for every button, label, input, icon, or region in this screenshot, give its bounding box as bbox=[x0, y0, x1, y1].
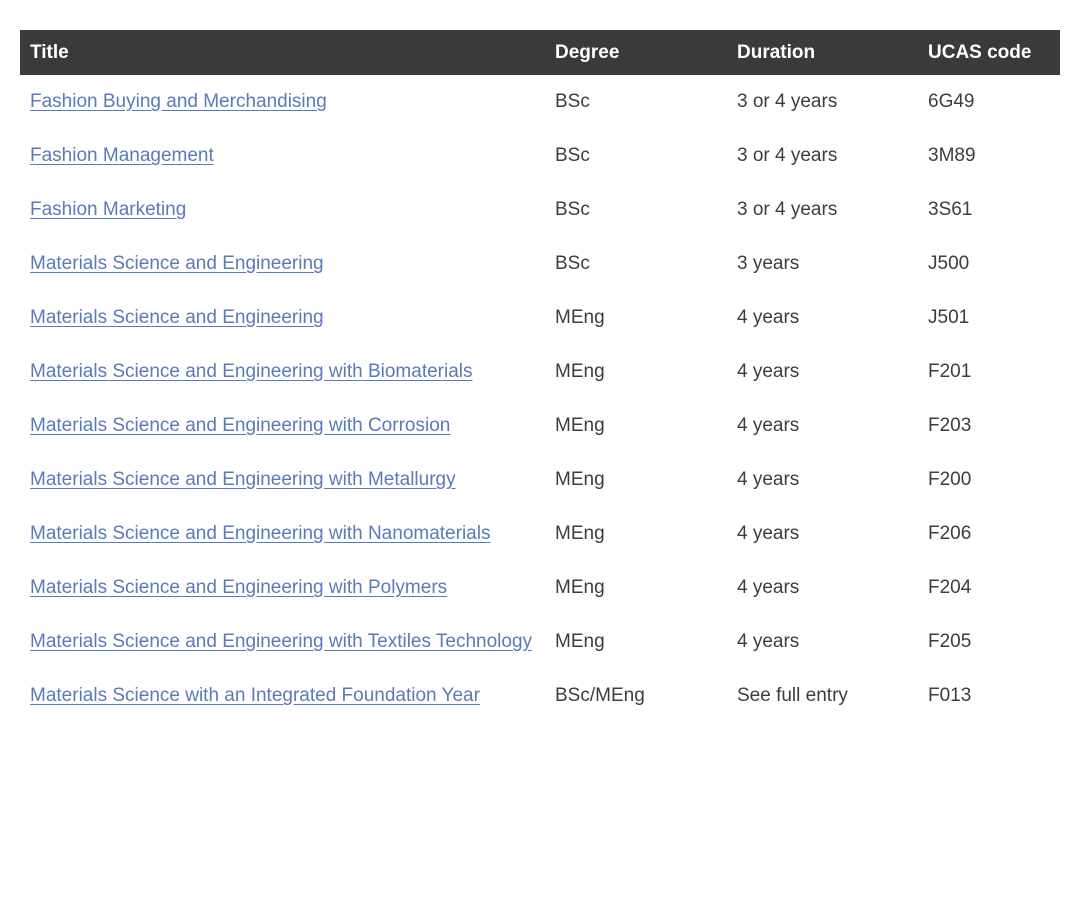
duration-cell: See full entry bbox=[737, 685, 848, 706]
duration-cell: 4 years bbox=[737, 307, 800, 328]
table-row: Materials Science and Engineering with P… bbox=[20, 561, 1060, 615]
degree-cell: MEng bbox=[555, 361, 605, 382]
degree-cell: MEng bbox=[555, 631, 605, 652]
duration-cell: 4 years bbox=[737, 631, 800, 652]
ucas-code-cell: 3S61 bbox=[928, 199, 973, 220]
table-body: Fashion Buying and Merchandising BSc 3 o… bbox=[20, 75, 1060, 723]
course-title-link[interactable]: Fashion Buying and Merchandising bbox=[30, 91, 327, 112]
course-list-table: Title Degree Duration UCAS code Fashion … bbox=[20, 30, 1060, 723]
course-title-cell: Materials Science and Engineering with M… bbox=[20, 453, 545, 507]
table-row: Materials Science and Engineering BSc 3 … bbox=[20, 237, 1060, 291]
degree-cell: MEng bbox=[555, 415, 605, 436]
course-title-cell: Materials Science and Engineering with T… bbox=[20, 615, 545, 669]
column-header-title: Title bbox=[20, 30, 545, 75]
ucas-code-cell: F201 bbox=[928, 361, 972, 382]
ucas-code-cell: J500 bbox=[928, 253, 970, 274]
course-title-cell: Materials Science and Engineering with N… bbox=[20, 507, 545, 561]
table-row: Materials Science and Engineering with M… bbox=[20, 453, 1060, 507]
course-title-cell: Materials Science with an Integrated Fou… bbox=[20, 669, 545, 723]
table-row: Fashion Marketing BSc 3 or 4 years 3S61 bbox=[20, 183, 1060, 237]
ucas-code-cell: F205 bbox=[928, 631, 972, 652]
table-row: Materials Science and Engineering with C… bbox=[20, 399, 1060, 453]
header-row: Title Degree Duration UCAS code bbox=[20, 30, 1060, 75]
course-title-link[interactable]: Materials Science and Engineering bbox=[30, 253, 324, 274]
course-title-cell: Fashion Marketing bbox=[20, 183, 545, 237]
degree-cell: BSc bbox=[555, 253, 590, 274]
course-title-link[interactable]: Materials Science and Engineering with M… bbox=[30, 469, 456, 490]
table-row: Materials Science and Engineering with N… bbox=[20, 507, 1060, 561]
duration-cell: 4 years bbox=[737, 523, 800, 544]
ucas-code-cell: F206 bbox=[928, 523, 972, 544]
table-row: Fashion Management BSc 3 or 4 years 3M89 bbox=[20, 129, 1060, 183]
course-title-link[interactable]: Materials Science with an Integrated Fou… bbox=[30, 685, 480, 706]
course-title-link[interactable]: Materials Science and Engineering with N… bbox=[30, 523, 491, 544]
column-header-degree: Degree bbox=[545, 30, 727, 75]
ucas-code-cell: 6G49 bbox=[928, 91, 975, 112]
course-title-link[interactable]: Materials Science and Engineering with T… bbox=[30, 631, 533, 652]
duration-cell: 3 or 4 years bbox=[737, 145, 838, 166]
course-title-cell: Materials Science and Engineering with P… bbox=[20, 561, 545, 615]
course-title-link[interactable]: Materials Science and Engineering bbox=[30, 307, 324, 328]
table-row: Materials Science with an Integrated Fou… bbox=[20, 669, 1060, 723]
ucas-code-cell: J501 bbox=[928, 307, 970, 328]
course-title-link[interactable]: Fashion Marketing bbox=[30, 199, 187, 220]
course-title-cell: Materials Science and Engineering bbox=[20, 237, 545, 291]
ucas-code-cell: F204 bbox=[928, 577, 972, 598]
ucas-code-cell: F013 bbox=[928, 685, 972, 706]
course-title-cell: Fashion Buying and Merchandising bbox=[20, 75, 545, 129]
duration-cell: 3 years bbox=[737, 253, 800, 274]
degree-cell: BSc/MEng bbox=[555, 685, 645, 706]
duration-cell: 4 years bbox=[737, 415, 800, 436]
degree-cell: MEng bbox=[555, 307, 605, 328]
degree-cell: MEng bbox=[555, 469, 605, 490]
column-header-ucas-code: UCAS code bbox=[918, 30, 1060, 75]
ucas-code-cell: 3M89 bbox=[928, 145, 976, 166]
degree-cell: BSc bbox=[555, 199, 590, 220]
course-title-cell: Materials Science and Engineering with B… bbox=[20, 345, 545, 399]
course-title-cell: Materials Science and Engineering with C… bbox=[20, 399, 545, 453]
duration-cell: 3 or 4 years bbox=[737, 199, 838, 220]
table-row: Materials Science and Engineering with T… bbox=[20, 615, 1060, 669]
table-row: Fashion Buying and Merchandising BSc 3 o… bbox=[20, 75, 1060, 129]
duration-cell: 4 years bbox=[737, 361, 800, 382]
degree-cell: MEng bbox=[555, 523, 605, 544]
course-title-cell: Materials Science and Engineering bbox=[20, 291, 545, 345]
degree-cell: BSc bbox=[555, 145, 590, 166]
degree-cell: MEng bbox=[555, 577, 605, 598]
ucas-code-cell: F200 bbox=[928, 469, 972, 490]
duration-cell: 4 years bbox=[737, 577, 800, 598]
course-title-link[interactable]: Materials Science and Engineering with B… bbox=[30, 361, 473, 382]
duration-cell: 3 or 4 years bbox=[737, 91, 838, 112]
table-header: Title Degree Duration UCAS code bbox=[20, 30, 1060, 75]
column-header-duration: Duration bbox=[727, 30, 918, 75]
course-title-link[interactable]: Materials Science and Engineering with P… bbox=[30, 577, 448, 598]
course-title-link[interactable]: Materials Science and Engineering with C… bbox=[30, 415, 451, 436]
ucas-code-cell: F203 bbox=[928, 415, 972, 436]
course-title-link[interactable]: Fashion Management bbox=[30, 145, 214, 166]
duration-cell: 4 years bbox=[737, 469, 800, 490]
table-row: Materials Science and Engineering MEng 4… bbox=[20, 291, 1060, 345]
course-title-cell: Fashion Management bbox=[20, 129, 545, 183]
degree-cell: BSc bbox=[555, 91, 590, 112]
table-row: Materials Science and Engineering with B… bbox=[20, 345, 1060, 399]
